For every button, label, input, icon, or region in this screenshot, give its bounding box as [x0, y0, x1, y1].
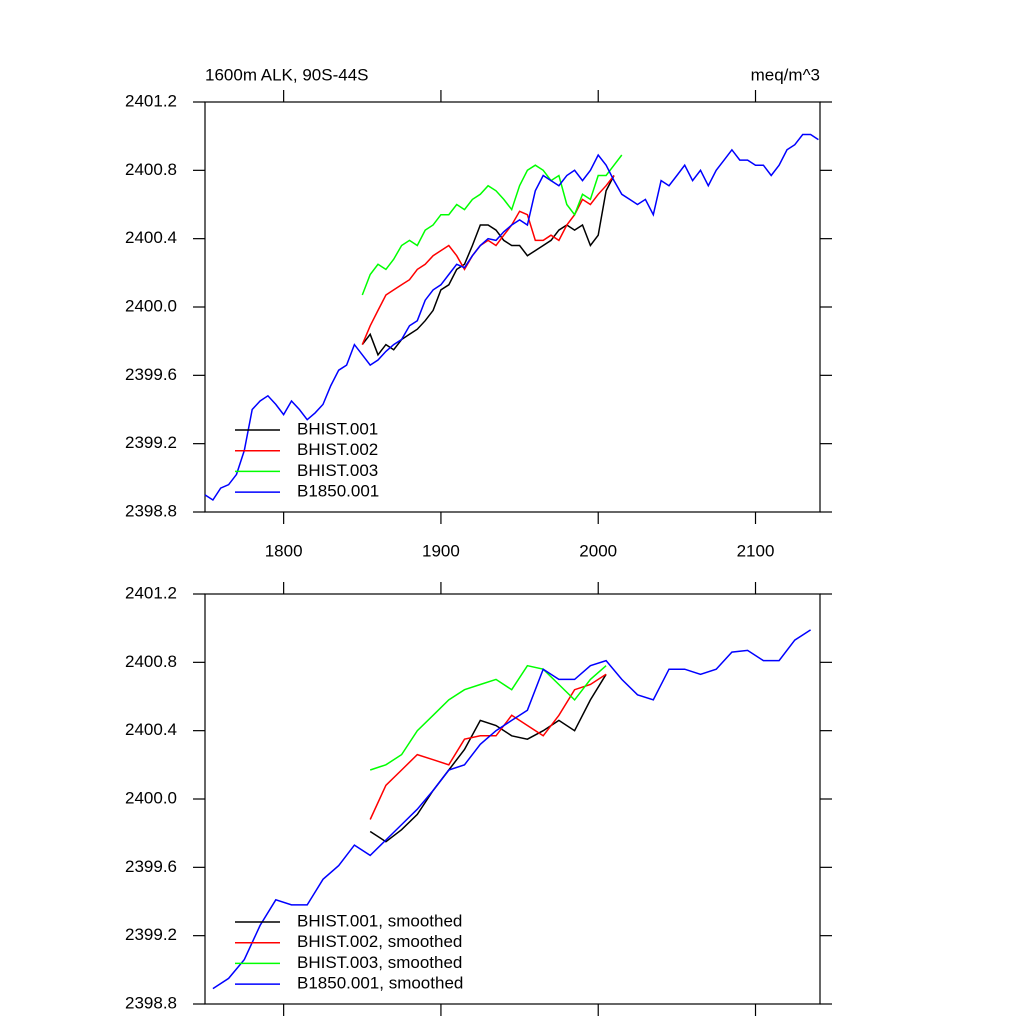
- y-tick-label: 2399.6: [125, 857, 177, 876]
- y-tick-label: 2398.8: [125, 993, 177, 1012]
- legend-label: BHIST.003, smoothed: [297, 953, 462, 972]
- y-tick-label: 2399.2: [125, 433, 177, 452]
- data-line: [204, 133, 819, 502]
- data-line: [369, 673, 607, 820]
- y-tick-label: 2400.4: [125, 720, 177, 739]
- data-line: [361, 175, 615, 345]
- data-line: [361, 175, 615, 357]
- x-tick-label: 2100: [737, 541, 775, 560]
- legend-label: BHIST.002, smoothed: [297, 932, 462, 951]
- y-tick-label: 2399.6: [125, 365, 177, 384]
- y-tick-label: 2400.4: [125, 228, 177, 247]
- data-line: [369, 664, 607, 771]
- y-tick-label: 2400.0: [125, 296, 177, 315]
- data-line: [212, 629, 812, 990]
- x-tick-label: 1800: [265, 541, 303, 560]
- y-tick-label: 2398.8: [125, 501, 177, 520]
- legend-label: BHIST.002: [297, 440, 378, 459]
- data-line: [369, 673, 607, 843]
- units-label: meq/m^3: [751, 65, 820, 84]
- y-tick-label: 2400.8: [125, 160, 177, 179]
- y-tick-label: 2401.2: [125, 583, 177, 602]
- legend-label: BHIST.003: [297, 461, 378, 480]
- y-tick-label: 2399.2: [125, 925, 177, 944]
- y-tick-label: 2400.8: [125, 652, 177, 671]
- legend-label: B1850.001, smoothed: [297, 974, 463, 993]
- x-tick-label: 1900: [422, 541, 460, 560]
- y-tick-label: 2400.0: [125, 788, 177, 807]
- chart-title: 1600m ALK, 90S-44S: [205, 65, 369, 84]
- legend-label: BHIST.001: [297, 419, 378, 438]
- x-tick-label: 2000: [579, 541, 617, 560]
- data-line: [361, 154, 623, 296]
- y-tick-label: 2401.2: [125, 91, 177, 110]
- legend-label: B1850.001: [297, 482, 379, 501]
- legend-label: BHIST.001, smoothed: [297, 911, 462, 930]
